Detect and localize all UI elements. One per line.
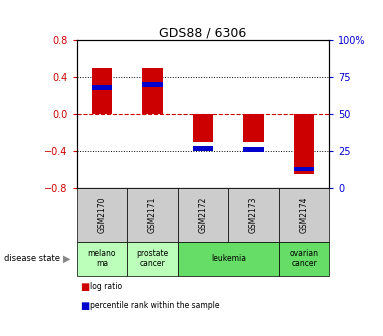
Text: GSM2174: GSM2174 (300, 197, 309, 233)
Text: ovarian
cancer: ovarian cancer (290, 249, 319, 268)
Bar (92, 85, 112, 90)
Bar (142, 82, 162, 87)
Text: disease state: disease state (4, 254, 60, 263)
Bar (193, 114, 213, 142)
Title: GDS88 / 6306: GDS88 / 6306 (159, 26, 247, 39)
Bar (294, 114, 314, 174)
Bar (244, 114, 264, 142)
Bar (193, 146, 213, 151)
Text: prostate
cancer: prostate cancer (136, 249, 169, 268)
Text: ▶: ▶ (63, 254, 71, 264)
Text: melano
ma: melano ma (88, 249, 116, 268)
Text: log ratio: log ratio (90, 282, 122, 291)
Bar (244, 148, 264, 152)
Bar (142, 68, 162, 114)
Bar (294, 167, 314, 171)
Text: ■: ■ (80, 282, 90, 292)
Text: percentile rank within the sample: percentile rank within the sample (90, 301, 219, 310)
Bar (92, 68, 112, 114)
Text: GSM2173: GSM2173 (249, 197, 258, 233)
Text: ■: ■ (80, 301, 90, 311)
Text: GSM2170: GSM2170 (97, 197, 106, 233)
Text: leukemia: leukemia (211, 254, 246, 263)
Text: GSM2171: GSM2171 (148, 197, 157, 233)
Text: GSM2172: GSM2172 (198, 197, 208, 233)
